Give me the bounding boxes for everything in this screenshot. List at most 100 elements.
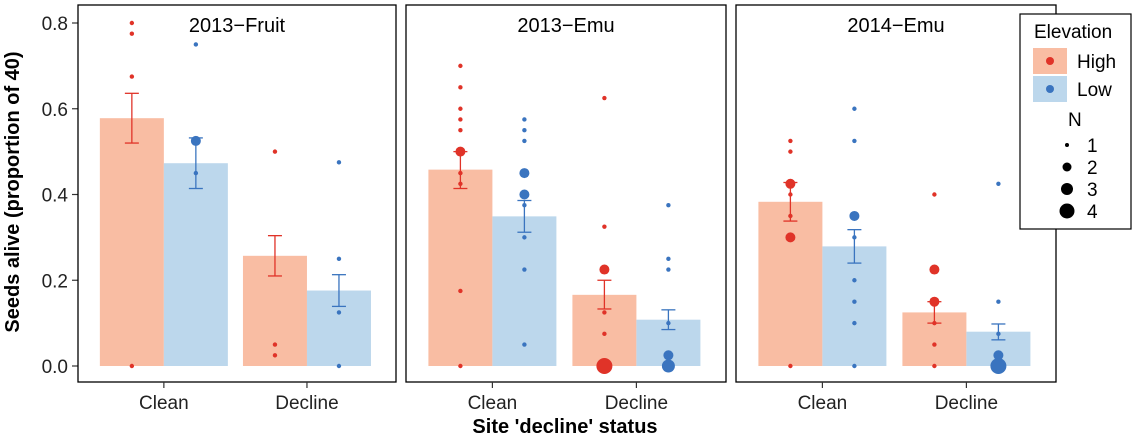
data-point — [785, 232, 796, 243]
data-point — [522, 235, 527, 240]
panel-border — [77, 4, 397, 383]
data-point — [932, 320, 937, 326]
y-tick-label: 0.0 — [42, 357, 68, 378]
data-point — [458, 85, 463, 90]
legend-size-dot-3 — [1061, 183, 1073, 195]
data-point — [788, 363, 793, 369]
data-point — [785, 178, 796, 189]
data-point — [849, 210, 860, 221]
data-point — [932, 363, 937, 369]
bar — [758, 201, 823, 366]
data-point — [522, 267, 527, 272]
data-point — [666, 320, 671, 326]
legend-size-label-3: 3 — [1087, 180, 1098, 201]
data-point — [272, 149, 278, 154]
data-point — [458, 170, 463, 176]
data-point — [458, 181, 463, 186]
y-tick-label: 0.8 — [42, 14, 68, 35]
data-point — [193, 170, 199, 176]
data-point — [129, 74, 135, 79]
data-point — [522, 203, 527, 208]
data-point — [602, 331, 607, 337]
data-point — [666, 203, 671, 208]
data-point — [336, 310, 342, 315]
data-point — [602, 310, 607, 315]
data-point — [666, 256, 671, 262]
data-point — [272, 353, 278, 358]
x-tick-label: Decline — [275, 393, 338, 414]
data-point — [929, 296, 940, 307]
data-point — [932, 192, 937, 197]
data-point — [661, 359, 675, 373]
x-tick-label: Decline — [605, 393, 668, 414]
legend-size-dot-4 — [1059, 203, 1075, 219]
y-axis-title: Seeds alive (proportion of 40) — [2, 51, 24, 332]
data-point — [455, 146, 466, 157]
data-point — [929, 264, 940, 275]
x-tick-label: Decline — [935, 393, 998, 414]
x-tick-label: Clean — [139, 393, 189, 414]
data-point — [458, 117, 463, 122]
data-point — [932, 342, 937, 347]
data-point — [336, 256, 342, 262]
x-axis-title: Site 'decline' status — [472, 416, 657, 438]
legend-size-dot-1 — [1065, 143, 1069, 147]
data-point — [852, 320, 857, 326]
data-point — [788, 213, 793, 219]
data-point — [788, 192, 793, 197]
data-point — [458, 63, 463, 69]
data-point — [602, 224, 607, 229]
bar — [822, 246, 887, 366]
data-point — [788, 149, 793, 154]
data-point — [852, 299, 857, 304]
data-point — [852, 106, 857, 111]
data-point — [522, 342, 527, 347]
data-point — [788, 138, 793, 144]
data-point — [996, 181, 1001, 186]
bar — [428, 169, 493, 366]
data-point — [852, 363, 857, 369]
x-tick-label: Clean — [468, 393, 518, 414]
legend-low-dot — [1046, 85, 1054, 93]
data-point — [458, 127, 463, 133]
legend: Elevation High Low N 1 2 3 4 — [1019, 13, 1132, 230]
legend-high-dot — [1046, 57, 1054, 65]
data-point — [272, 342, 278, 347]
y-tick-label: 0.4 — [42, 186, 69, 207]
bar — [492, 216, 557, 366]
y-tick-label: 0.2 — [42, 271, 68, 292]
data-point — [599, 264, 610, 275]
data-point — [519, 189, 530, 200]
data-point — [663, 350, 674, 361]
data-point — [458, 106, 463, 111]
data-point — [522, 127, 527, 133]
legend-size-label-4: 4 — [1087, 202, 1098, 223]
data-point — [852, 235, 857, 240]
data-point — [666, 267, 671, 272]
panel-title: 2013−Fruit — [189, 15, 286, 37]
data-point — [458, 363, 463, 369]
legend-fill-title: Elevation — [1034, 22, 1112, 43]
legend-high-label: High — [1077, 52, 1116, 73]
data-point — [519, 168, 530, 179]
facet-panel: 2013−Emu Clean Decline — [405, 4, 727, 414]
legend-size-dot-2 — [1062, 162, 1072, 172]
data-point — [129, 31, 135, 36]
legend-low-label: Low — [1077, 80, 1112, 101]
data-point — [996, 299, 1001, 304]
data-point — [129, 363, 135, 369]
data-point — [602, 95, 607, 101]
bar — [99, 118, 164, 367]
data-point — [596, 358, 613, 374]
data-point — [996, 331, 1001, 337]
data-point — [458, 288, 463, 294]
data-point — [190, 135, 201, 146]
data-point — [336, 363, 342, 369]
data-point — [522, 138, 527, 144]
panel-title: 2013−Emu — [517, 15, 614, 37]
data-point — [193, 42, 199, 47]
panel-title: 2014−Emu — [847, 15, 944, 37]
data-point — [852, 138, 857, 144]
